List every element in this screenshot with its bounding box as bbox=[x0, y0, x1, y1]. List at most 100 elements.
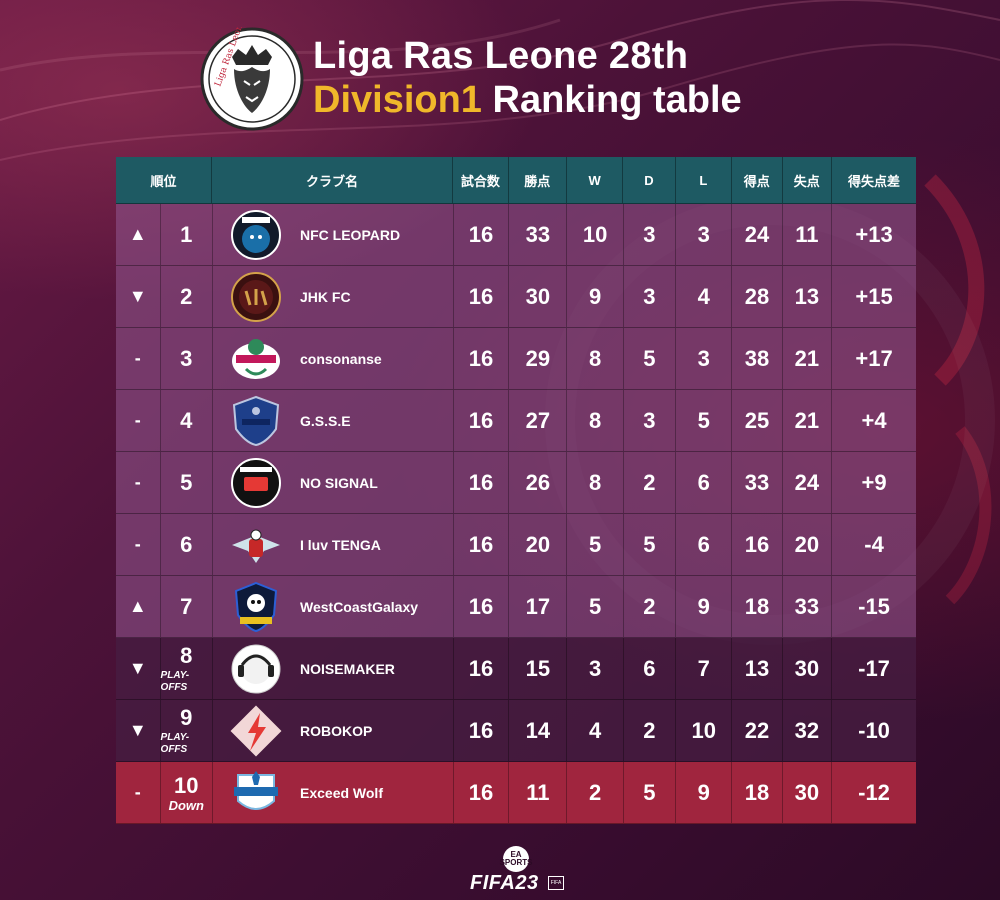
draws-value: 2 bbox=[643, 593, 656, 619]
club-name: Exceed Wolf bbox=[300, 784, 383, 801]
table-row: - 4 G.S.S.E 16 27 8 3 5 25 21 +4 bbox=[116, 390, 916, 452]
wins-value: 10 bbox=[582, 221, 608, 247]
goals-against-value: 24 bbox=[794, 469, 820, 495]
goals-for-cell: 24 bbox=[732, 204, 783, 265]
goals-for-cell: 33 bbox=[732, 452, 783, 513]
table-row: ▼ 8 PLAY-OFFS NOISEMAKER 16 15 3 6 7 13 … bbox=[116, 638, 916, 700]
points-value: 15 bbox=[525, 655, 551, 681]
rank-value: 6 bbox=[180, 531, 193, 557]
rank-value: 7 bbox=[180, 593, 193, 619]
club-name: ROBOKOP bbox=[300, 722, 373, 739]
table-row: ▲ 1 NFC LEOPARD 16 33 10 3 3 24 11 +13 bbox=[116, 204, 916, 266]
played-cell: 16 bbox=[454, 452, 510, 513]
table-row: ▲ 7 WestCoastGalaxy 16 17 5 2 9 18 33 -1… bbox=[116, 576, 916, 638]
played-cell: 16 bbox=[454, 204, 510, 265]
wins-cell: 10 bbox=[567, 204, 624, 265]
table-row: ▼ 9 PLAY-OFFS ROBOKOP 16 14 4 2 10 22 32… bbox=[116, 700, 916, 762]
rank-number: 9 PLAY-OFFS bbox=[161, 700, 212, 761]
ranking-table: 順位 クラブ名 試合数 勝点 W D L 得点 失点 得失点差 ▲ 1 NFC … bbox=[116, 157, 916, 824]
trend-indicator: - bbox=[116, 514, 161, 575]
goal-difference-value: +9 bbox=[861, 469, 887, 495]
goal-difference-value: +4 bbox=[861, 407, 887, 433]
draws-value: 6 bbox=[643, 655, 656, 681]
goals-for-cell: 18 bbox=[732, 762, 783, 823]
wins-value: 8 bbox=[588, 345, 602, 371]
goals-against-value: 20 bbox=[794, 531, 820, 557]
points-value: 11 bbox=[526, 779, 550, 805]
club-name: WestCoastGalaxy bbox=[300, 598, 419, 615]
rank-number: 2 bbox=[161, 266, 212, 327]
table-row: - 6 I luv TENGA 16 20 5 5 6 16 20 -4 bbox=[116, 514, 916, 576]
losses-cell: 10 bbox=[676, 700, 733, 761]
col-goal-difference: 得失点差 bbox=[847, 173, 900, 189]
rank-cell: - 3 bbox=[116, 328, 213, 389]
points-value: 29 bbox=[525, 345, 551, 371]
trend-indicator: ▼ bbox=[116, 638, 161, 699]
goal-difference-value: -12 bbox=[858, 779, 890, 805]
rank-cell: - 4 bbox=[116, 390, 213, 451]
goals-for-value: 28 bbox=[744, 283, 770, 309]
points-cell: 15 bbox=[509, 638, 568, 699]
wins-cell: 8 bbox=[567, 328, 624, 389]
played-value: 16 bbox=[468, 531, 494, 557]
points-cell: 14 bbox=[509, 700, 568, 761]
rank-note: Down bbox=[168, 797, 204, 813]
points-cell: 17 bbox=[509, 576, 568, 637]
goal-difference-value: -10 bbox=[858, 717, 890, 743]
draws-cell: 6 bbox=[624, 638, 677, 699]
trend-indicator: - bbox=[116, 390, 161, 451]
col-points: 勝点 bbox=[509, 157, 567, 203]
rank-cell: - 6 bbox=[116, 514, 213, 575]
table-body: ▲ 1 NFC LEOPARD 16 33 10 3 3 24 11 +13 ▼… bbox=[116, 204, 916, 824]
draws-value: 2 bbox=[643, 717, 656, 743]
club-cell: consonanse bbox=[213, 328, 454, 389]
draws-cell: 2 bbox=[624, 700, 677, 761]
club-badge-icon bbox=[232, 395, 280, 446]
fifa-mark: FIFA bbox=[548, 876, 564, 890]
table-row: - 3 consonanse 16 29 8 5 3 38 21 +17 bbox=[116, 328, 916, 390]
rank-value: 5 bbox=[180, 469, 193, 495]
played-value: 16 bbox=[468, 283, 494, 309]
rank-cell: ▼ 8 PLAY-OFFS bbox=[116, 638, 213, 699]
club-cell: NO SIGNAL bbox=[213, 452, 454, 513]
club-badge-icon bbox=[231, 271, 281, 322]
wins-cell: 8 bbox=[567, 390, 624, 451]
played-value: 16 bbox=[468, 407, 494, 433]
goals-for-value: 18 bbox=[744, 779, 770, 805]
club-name: JHK FC bbox=[300, 288, 351, 305]
goal-difference-value: +13 bbox=[855, 221, 893, 247]
col-wins: W bbox=[567, 157, 624, 203]
table-header: 順位 クラブ名 試合数 勝点 W D L 得点 失点 得失点差 bbox=[116, 157, 916, 204]
club-cell: Exceed Wolf bbox=[213, 762, 454, 823]
played-cell: 16 bbox=[454, 638, 510, 699]
draws-cell: 5 bbox=[624, 514, 677, 575]
wins-cell: 2 bbox=[567, 762, 624, 823]
trend-indicator: - bbox=[116, 452, 161, 513]
goals-against-value: 11 bbox=[795, 221, 819, 247]
goals-against-value: 13 bbox=[794, 283, 820, 309]
losses-value: 5 bbox=[697, 407, 710, 433]
losses-value: 7 bbox=[697, 655, 710, 681]
losses-value: 6 bbox=[697, 531, 710, 557]
points-cell: 27 bbox=[509, 390, 568, 451]
trend-indicator: - bbox=[116, 762, 161, 823]
wins-value: 2 bbox=[588, 779, 602, 805]
played-value: 16 bbox=[468, 221, 494, 247]
col-draws: D bbox=[623, 157, 676, 203]
goal-difference-cell: -12 bbox=[832, 762, 916, 823]
draws-value: 2 bbox=[643, 469, 656, 495]
header: Liga Ras Leone Liga Ras Leone 28th Divis… bbox=[200, 27, 820, 131]
goal-difference-cell: -10 bbox=[832, 700, 916, 761]
losses-cell: 9 bbox=[676, 576, 733, 637]
rank-value: 4 bbox=[180, 407, 193, 433]
draws-cell: 2 bbox=[624, 452, 677, 513]
losses-cell: 9 bbox=[676, 762, 733, 823]
played-value: 16 bbox=[468, 779, 494, 805]
losses-cell: 6 bbox=[676, 514, 733, 575]
club-name: I luv TENGA bbox=[300, 536, 381, 553]
goals-for-value: 33 bbox=[744, 469, 770, 495]
losses-cell: 3 bbox=[676, 328, 733, 389]
goals-for-value: 18 bbox=[744, 593, 770, 619]
table-row: - 10 Down Exceed Wolf 16 11 2 5 9 18 30 … bbox=[116, 762, 916, 824]
wins-cell: 5 bbox=[567, 514, 624, 575]
